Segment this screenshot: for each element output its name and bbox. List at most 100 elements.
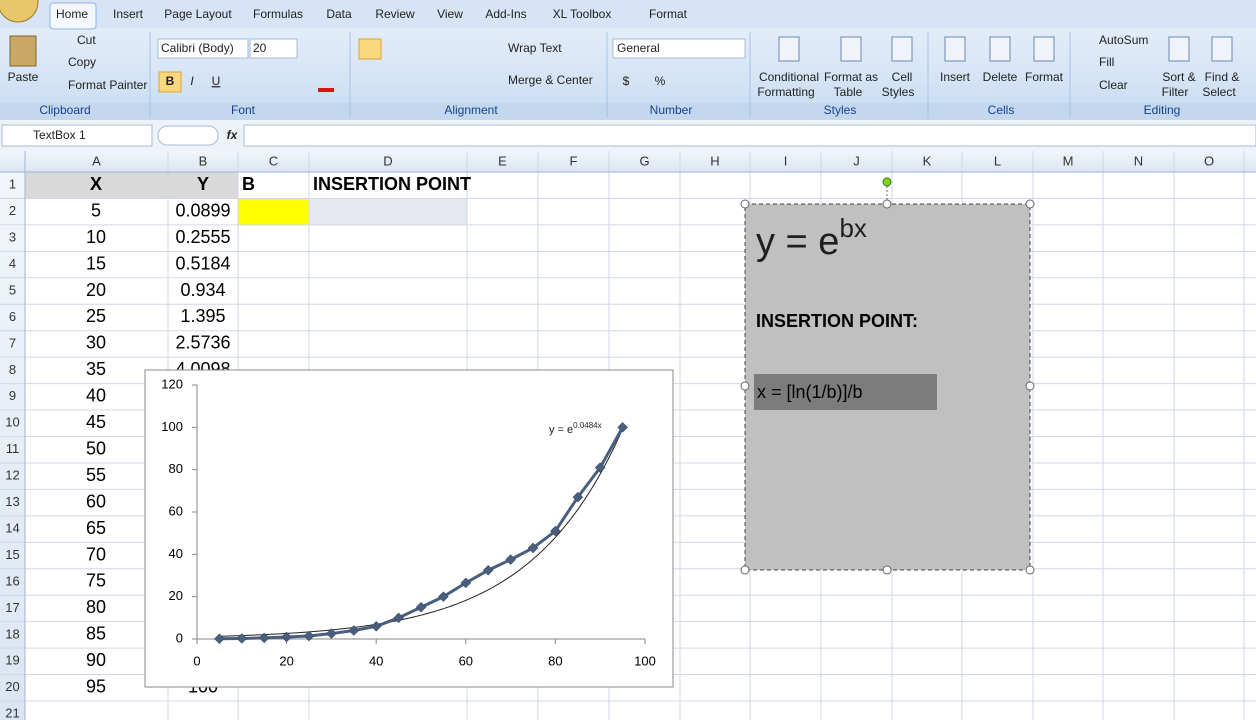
resize-handle[interactable] [740,381,750,391]
ribbon-tab[interactable]: Page Layout [164,7,232,21]
column-header: A [92,153,101,168]
cell: 45 [86,412,106,432]
cell-fill [25,172,238,199]
ribbon-tab[interactable]: XL Toolbox [553,7,612,21]
button[interactable]: Delete [983,70,1018,84]
button[interactable]: AutoSum [1099,33,1148,47]
x-tick-label: 0 [193,653,200,668]
row-header-bar [0,172,25,720]
button[interactable]: Paste [8,70,39,84]
chart-area [144,369,674,688]
resize-handle[interactable] [882,199,892,209]
button[interactable]: Fill [1099,55,1114,69]
y-tick-label: 0 [176,630,183,645]
trendline-label-exp: 0.0484x [573,421,601,430]
heading: INSERTION POINT: [756,311,918,331]
button[interactable]: Formatting [757,85,814,99]
button[interactable]: I [190,74,194,88]
cell-fill [238,198,309,225]
tab-bar [0,0,1256,28]
cell: 5 [91,200,101,220]
paste-icon[interactable] [9,35,37,67]
button[interactable]: Clear [1099,78,1128,92]
marker [348,625,360,636]
row-header: 9 [9,388,16,403]
formula-input[interactable] [243,124,1256,147]
font-name-box[interactable] [157,38,249,59]
button[interactable]: Format Painter [68,78,147,92]
cell: 55 [86,465,106,485]
button[interactable]: Format as [824,70,878,84]
column-header: N [1134,153,1143,168]
x-tick-label: 40 [369,653,383,668]
font-size-box[interactable] [249,38,298,59]
button[interactable]: B [166,74,175,88]
button[interactable]: Find & [1205,70,1240,84]
ribbon-tab[interactable]: Home [56,7,88,21]
column-header: B [199,153,208,168]
button-icon [1033,36,1055,62]
row-header: 8 [9,362,16,377]
resize-handle[interactable] [1025,565,1035,575]
ribbon-tab[interactable]: Insert [113,7,144,21]
button[interactable]: Filter [1162,85,1189,99]
resize-handle[interactable] [882,565,892,575]
button[interactable]: % [655,74,666,88]
ribbon-tab[interactable]: Data [326,7,352,21]
header-cell: B [242,174,255,194]
rotate-handle[interactable] [882,177,892,187]
ribbon-tab[interactable]: Add-Ins [485,7,526,21]
button[interactable]: Insert [940,70,971,84]
resize-handle[interactable] [1025,381,1035,391]
name-box[interactable] [1,124,153,147]
marker [393,612,404,624]
formula-buttons[interactable] [157,125,219,146]
button[interactable]: Select [1202,85,1236,99]
row-header: 17 [5,600,19,615]
cell: 35 [86,359,106,379]
office-button[interactable] [0,0,39,23]
ribbon-tab[interactable]: Formulas [253,7,303,21]
button[interactable]: Merge & Center [508,73,593,87]
group-label-strip [0,103,1256,120]
ribbon-tab[interactable]: Format [649,7,688,21]
row-header: 16 [5,573,19,588]
ribbon-tab[interactable]: View [437,7,463,21]
top-align-button[interactable] [358,38,382,60]
resize-handle[interactable] [740,199,750,209]
marker [594,462,606,473]
ribbon-tab[interactable]: Review [375,7,415,21]
button[interactable]: Table [834,85,863,99]
cell: 0.2555 [175,227,230,247]
button[interactable]: $ [623,74,630,88]
column-header: J [853,153,860,168]
button[interactable]: Wrap Text [508,41,562,55]
button[interactable]: Cell [892,70,913,84]
button[interactable]: Sort & [1162,70,1195,84]
resize-handle[interactable] [740,565,750,575]
bold-button[interactable] [158,71,182,93]
selection-highlight [754,374,937,410]
cell: 50 [86,438,106,458]
row-header: 5 [9,282,16,297]
button[interactable]: Styles [882,85,915,99]
button[interactable]: U [212,74,221,88]
y-tick-label: 80 [169,461,183,476]
row-header: 19 [5,653,19,668]
row-header: 7 [9,335,16,350]
marker [281,631,292,643]
button[interactable]: Conditional [759,70,819,84]
button[interactable]: Format [1025,70,1064,84]
cell: 30 [86,333,106,353]
number-format-box[interactable] [612,38,746,59]
resize-handle[interactable] [1025,199,1035,209]
row-header: 18 [5,626,19,641]
column-header: O [1204,153,1214,168]
row-header: 21 [5,706,19,720]
button-icon [778,36,800,62]
button[interactable]: Copy [68,55,96,69]
column-header: I [784,153,788,168]
button[interactable]: Cut [77,33,96,47]
row-header: 11 [6,441,20,456]
cell: 0.934 [180,280,225,300]
